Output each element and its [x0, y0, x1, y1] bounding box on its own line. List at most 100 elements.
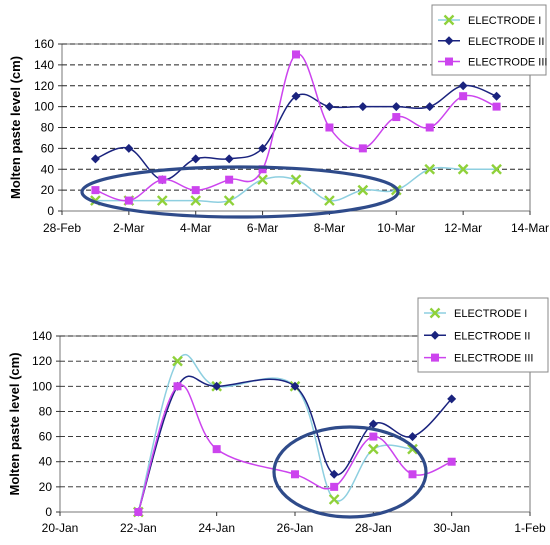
x-tick-label: 6-Mar	[247, 221, 278, 235]
data-point	[225, 175, 234, 184]
y-tick-label: 100	[34, 100, 54, 114]
legend-label: ELECTRODE I	[454, 308, 527, 320]
data-point	[124, 196, 133, 205]
x-tick-label: 20-Jan	[42, 521, 79, 535]
x-tick-label: 8-Mar	[314, 221, 345, 235]
data-point	[291, 470, 299, 479]
data-point	[224, 154, 234, 164]
x-tick-label: 1-Feb	[514, 521, 546, 535]
x-tick-label: 30-Jan	[433, 521, 470, 535]
y-tick-label: 40	[41, 162, 55, 176]
data-point	[212, 381, 222, 391]
data-point	[391, 102, 401, 112]
x-tick-label: 12-Mar	[444, 221, 482, 235]
y-tick-label: 60	[39, 430, 53, 444]
chart-bottom: 0 20 40 60 80 100 120 140 20-Jan 22-Jan 24-Jan 26-J…	[7, 297, 549, 535]
y-tick-label: 140	[34, 58, 54, 72]
data-point-b	[367, 443, 379, 455]
data-point-b	[328, 494, 340, 505]
x-tick-label: 4-Mar	[180, 221, 211, 235]
data-point	[124, 143, 134, 153]
y-tick-label: 120	[32, 354, 52, 368]
x-tick-label: 24-Jan	[198, 521, 235, 535]
data-point	[408, 432, 417, 442]
data-point-b	[223, 195, 235, 206]
data-point	[90, 154, 100, 164]
data-point	[425, 102, 435, 112]
data-point	[492, 91, 502, 101]
y-tick-label: 40	[39, 455, 53, 469]
y-tick-label: 60	[41, 141, 55, 155]
data-point	[408, 470, 417, 479]
data-point-b	[491, 163, 502, 175]
y-tick-label: 0	[47, 204, 54, 218]
legend-marker-b	[443, 14, 455, 26]
y-axis-title: Molten paste level (cm)	[8, 56, 23, 199]
data-point	[459, 92, 468, 101]
data-point	[447, 457, 456, 466]
data-point	[425, 123, 434, 132]
data-point	[447, 394, 457, 404]
y-tick-label: 140	[32, 329, 52, 343]
data-point	[134, 508, 143, 516]
data-point-b	[172, 355, 183, 367]
data-point-b	[407, 443, 418, 455]
data-point	[325, 123, 334, 132]
data-point	[158, 175, 167, 184]
data-point-b	[357, 184, 369, 196]
legend-marker	[444, 36, 454, 46]
y-tick-label: 160	[34, 37, 54, 51]
y-axis-title: Molten paste level (cm)	[7, 352, 22, 495]
data-point-b	[424, 163, 436, 175]
chart-top: 0 20 40 60 80 100 120 140 160 28-Feb 2-Mar 4-Mar 6-M…	[8, 4, 549, 235]
y-tick-label: 20	[39, 480, 53, 494]
data-point	[324, 102, 334, 112]
data-point	[258, 165, 267, 174]
data-point	[492, 102, 501, 111]
data-point	[212, 445, 221, 454]
data-point	[458, 81, 468, 91]
y-tick-label: 20	[41, 183, 55, 197]
y-tick-label: 80	[41, 121, 55, 135]
data-point	[91, 186, 100, 195]
legend-marker-b	[429, 307, 441, 319]
data-point-b	[156, 195, 168, 206]
data-point	[369, 432, 378, 441]
legend-label: ELECTRODE III	[468, 57, 547, 69]
legend-label: ELECTRODE I	[468, 15, 541, 27]
x-tick-label: 28-Jan	[355, 521, 392, 535]
x-tick-label: 14-Mar	[511, 221, 549, 235]
legend-label: ELECTRODE II	[454, 330, 530, 342]
data-point	[191, 154, 201, 164]
data-point-b	[457, 163, 469, 175]
data-point	[329, 469, 339, 479]
x-tick-label: 28-Feb	[43, 221, 81, 235]
y-tick-label: 80	[39, 404, 53, 418]
data-point	[291, 91, 301, 101]
highlight-ellipse	[272, 425, 428, 519]
data-point-b	[190, 195, 202, 206]
data-point	[258, 143, 268, 153]
legend-marker	[431, 353, 439, 362]
y-tick-label: 100	[32, 379, 52, 393]
data-point	[292, 50, 300, 59]
data-point	[392, 113, 401, 122]
legend-marker	[445, 57, 453, 66]
data-point	[330, 482, 339, 491]
data-point	[358, 144, 367, 153]
data-point	[290, 381, 300, 391]
data-point	[173, 382, 182, 391]
data-point	[191, 186, 200, 195]
highlight-ellipse	[80, 165, 400, 219]
y-tick-label: 0	[45, 505, 52, 519]
x-tick-label: 22-Jan	[120, 521, 157, 535]
legend-label: ELECTRODE II	[468, 36, 544, 48]
x-tick-label: 26-Jan	[277, 521, 314, 535]
x-tick-label: 10-Mar	[377, 221, 415, 235]
y-tick-label: 120	[34, 79, 54, 93]
data-point	[358, 102, 368, 112]
data-point-b	[257, 174, 268, 186]
data-point-b	[290, 174, 302, 186]
legend-marker	[430, 330, 440, 340]
